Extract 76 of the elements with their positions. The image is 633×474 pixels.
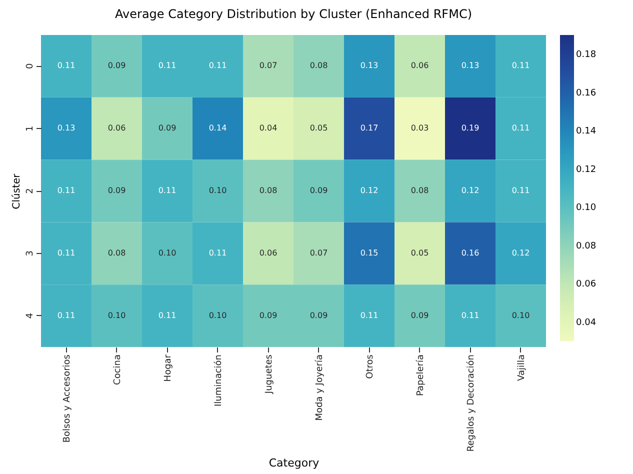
data-label: 0.10 — [208, 186, 227, 195]
color-bar-label: 0.12 — [576, 164, 596, 175]
data-label: 0.13 — [57, 124, 76, 133]
color-bar-label: 0.10 — [576, 203, 596, 214]
x-tick-label: Iluminación — [212, 354, 224, 407]
data-label: 0.11 — [57, 248, 76, 258]
x-axis-title: Category — [268, 456, 320, 470]
data-label: 0.11 — [512, 186, 530, 195]
data-label: 0.08 — [410, 186, 429, 195]
x-tick-label: Hogar — [163, 354, 174, 382]
y-tick-label: 3 — [26, 250, 36, 256]
y-tick-label: 2 — [26, 188, 36, 194]
data-label: 0.11 — [158, 310, 176, 320]
data-label: 0.11 — [57, 61, 76, 70]
data-label: 0.11 — [208, 248, 227, 258]
data-label: 0.11 — [57, 310, 76, 320]
chart-title: Average Category Distribution by Cluster (Enhanced RFMC) — [115, 7, 472, 21]
data-label: 0.09 — [158, 124, 176, 133]
data-label: 0.10 — [108, 310, 126, 320]
data-label: 0.15 — [360, 248, 378, 258]
y-axis-title: Clúster — [12, 172, 22, 210]
data-label: 0.08 — [310, 61, 328, 70]
data-label: 0.11 — [158, 61, 176, 70]
data-label: 0.06 — [410, 61, 429, 70]
data-label: 0.04 — [259, 124, 278, 133]
data-label: 0.14 — [208, 124, 227, 133]
color-bar-label: 0.14 — [576, 126, 596, 137]
data-label: 0.03 — [410, 124, 429, 133]
x-tick-label: Moda y Joyería — [314, 354, 325, 421]
data-label: 0.11 — [208, 61, 227, 70]
x-tick-label: Cocina — [112, 354, 123, 385]
data-label: 0.12 — [512, 248, 530, 258]
data-label: 0.09 — [310, 186, 328, 195]
x-tick-label: Bolsos y Accesorios — [62, 354, 72, 443]
data-label: 0.13 — [360, 61, 378, 70]
color-bar-label: 0.16 — [576, 88, 596, 98]
color-bar-label: 0.04 — [576, 318, 596, 328]
data-label: 0.08 — [108, 248, 126, 258]
data-label: 0.09 — [310, 310, 328, 320]
data-label: 0.09 — [108, 61, 126, 70]
x-tick-label: Vajilla — [516, 354, 527, 381]
y-tick-label: 0 — [26, 63, 36, 70]
x-tick-label: Papelería — [414, 354, 426, 396]
data-label: 0.19 — [461, 124, 480, 133]
x-tick-label: Juguetes — [264, 354, 274, 395]
data-label: 0.11 — [360, 310, 378, 320]
data-label: 0.10 — [208, 310, 227, 320]
data-label: 0.16 — [461, 248, 480, 258]
color-bar-label: 0.08 — [576, 241, 596, 252]
data-label: 0.17 — [360, 124, 378, 133]
data-label: 0.06 — [108, 124, 126, 133]
data-label: 0.09 — [108, 186, 126, 195]
data-label: 0.07 — [259, 61, 278, 70]
data-label: 0.07 — [310, 248, 328, 258]
data-label: 0.11 — [57, 186, 76, 195]
data-label: 0.06 — [259, 248, 278, 258]
data-label: 0.09 — [259, 310, 278, 320]
data-label: 0.12 — [360, 186, 378, 195]
y-tick-label: 1 — [26, 126, 36, 132]
data-label: 0.10 — [158, 248, 176, 258]
data-label: 0.12 — [461, 186, 480, 195]
color-bar-label: 0.18 — [576, 50, 596, 60]
data-label: 0.11 — [461, 310, 480, 320]
x-tick-label: Regalos y Decoración — [465, 354, 476, 452]
data-label: 0.11 — [512, 61, 530, 70]
data-label: 0.05 — [310, 124, 328, 133]
y-tick-label: 4 — [26, 312, 36, 319]
data-label: 0.05 — [410, 248, 429, 258]
color-bar-label: 0.06 — [576, 280, 596, 290]
data-label: 0.11 — [512, 124, 530, 133]
x-tick-label: Otros — [365, 354, 376, 379]
data-label: 0.08 — [259, 186, 278, 195]
data-label: 0.13 — [461, 61, 480, 70]
data-label: 0.11 — [158, 186, 176, 195]
data-label: 0.10 — [512, 310, 530, 320]
data-label: 0.09 — [410, 310, 429, 320]
